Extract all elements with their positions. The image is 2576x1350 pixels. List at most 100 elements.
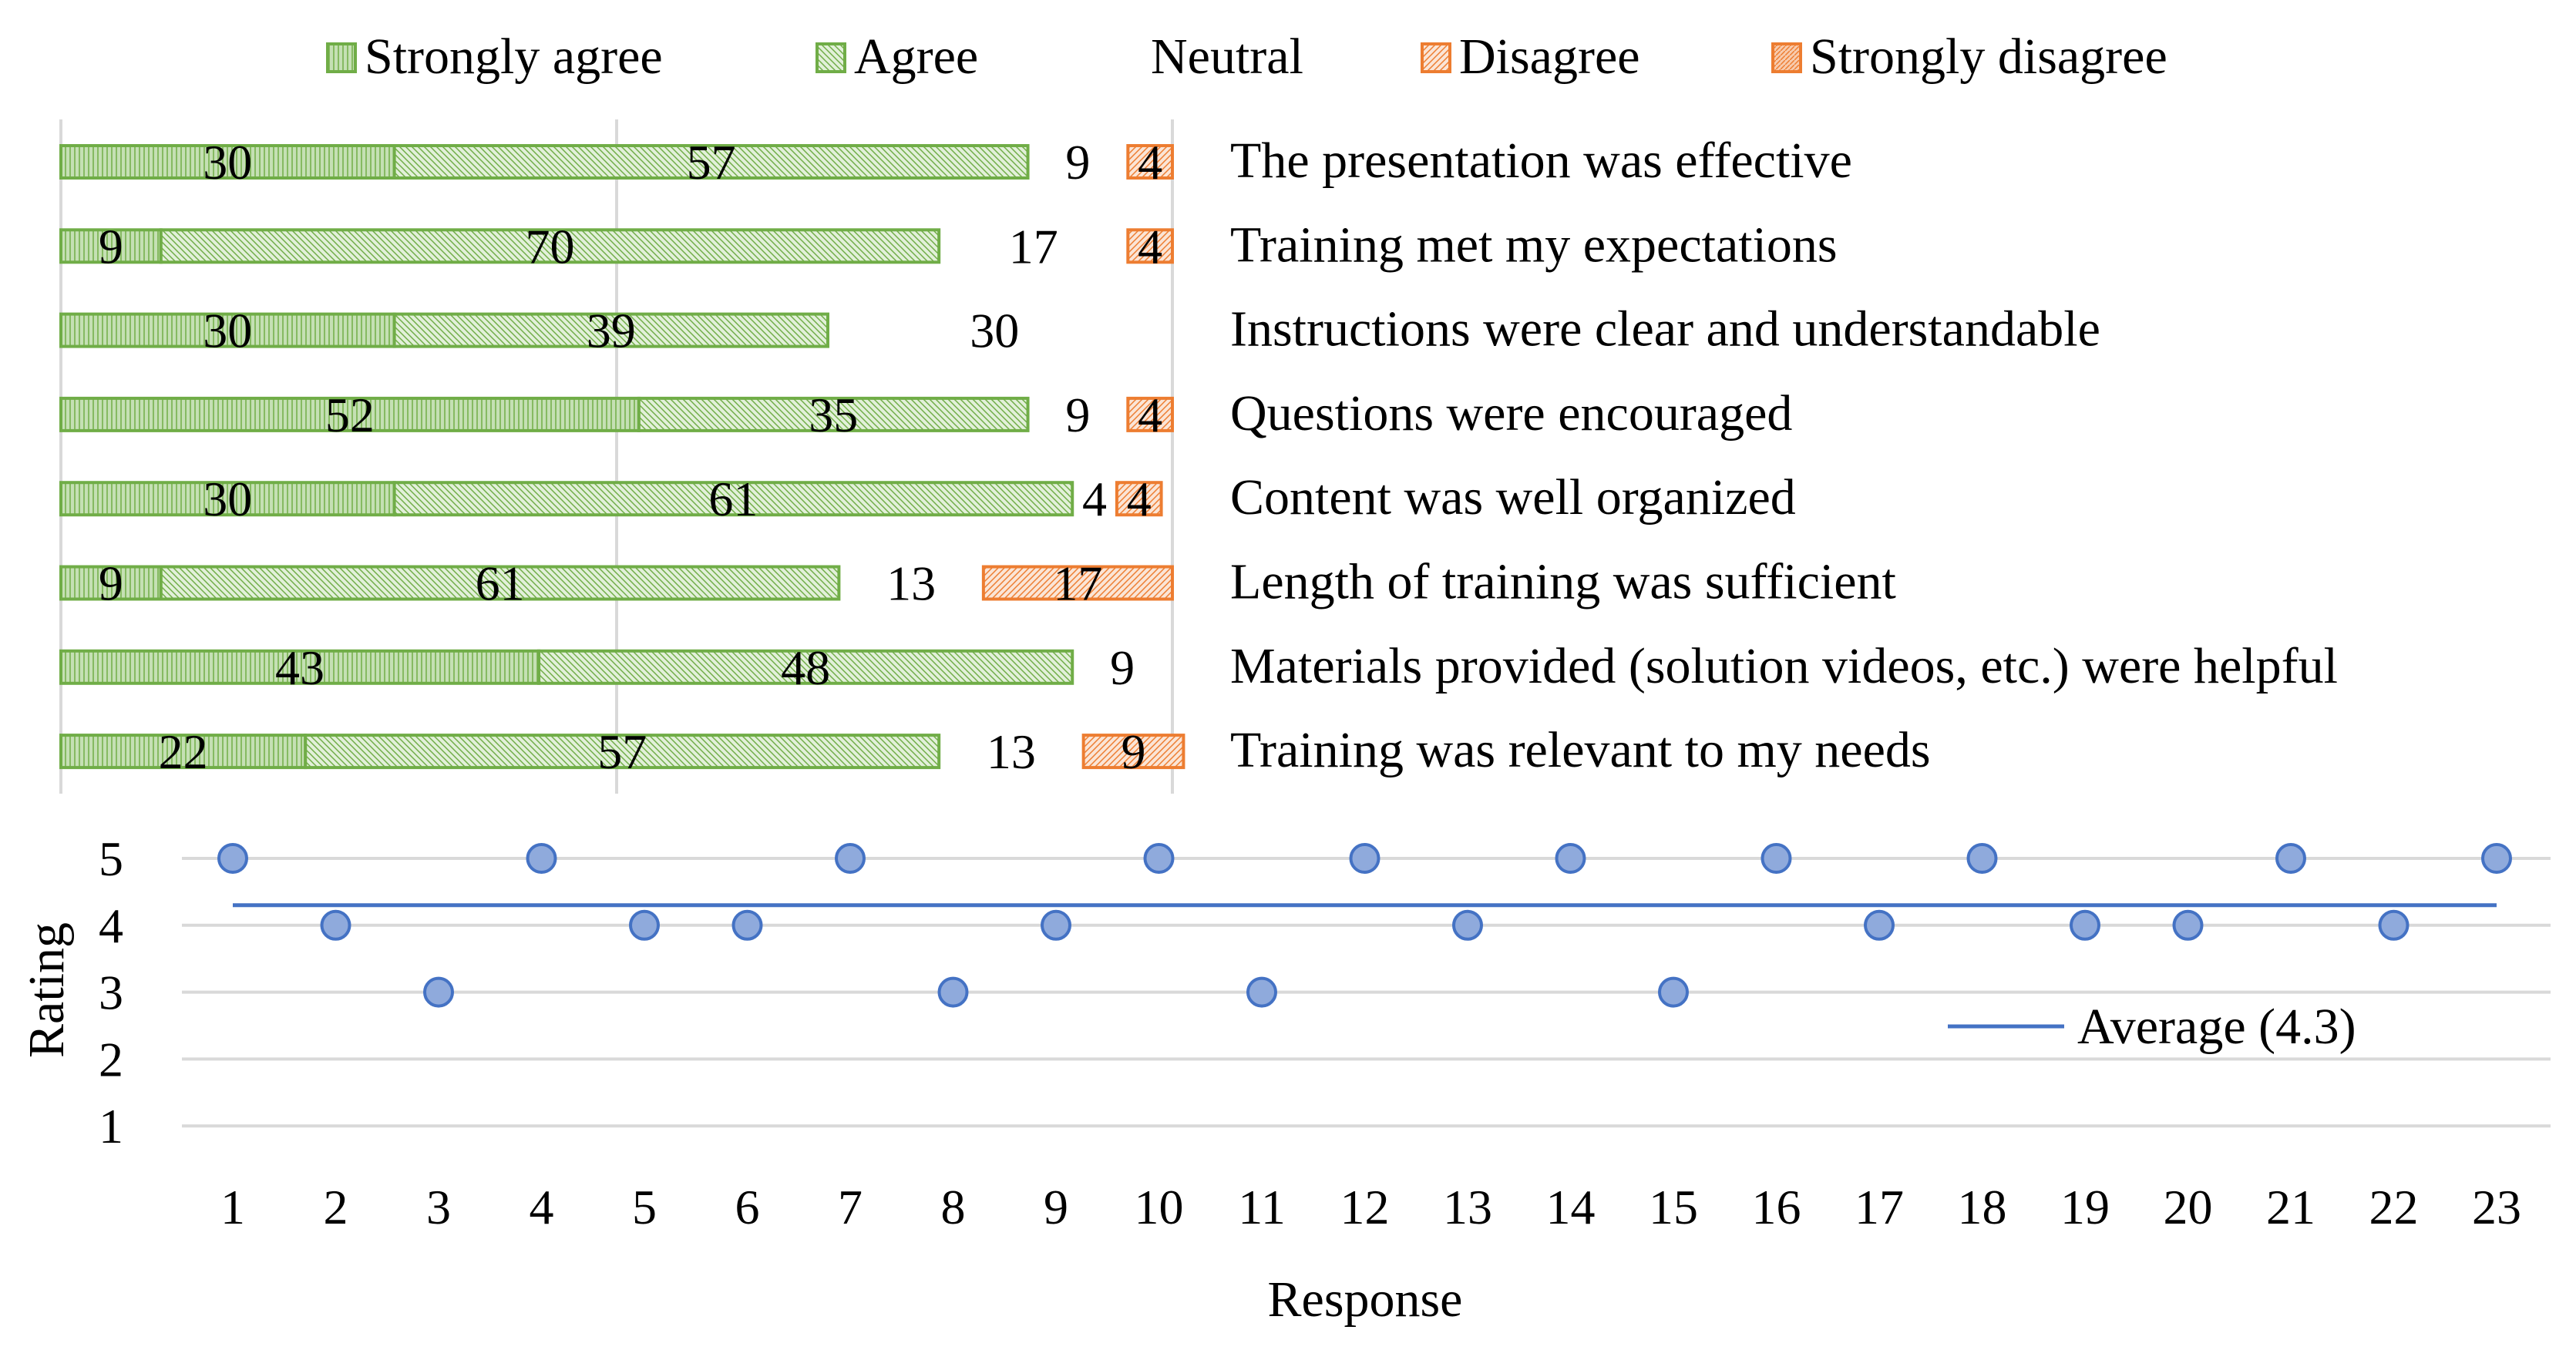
bar-data-label: 70 xyxy=(525,219,574,274)
bar-data-label: 9 xyxy=(1065,135,1090,190)
bar-data-label: 30 xyxy=(203,304,252,358)
bar-data-label: 61 xyxy=(476,556,525,611)
x-tick-label: 23 xyxy=(2472,1180,2521,1234)
x-tick-label: 11 xyxy=(1238,1180,1286,1234)
bar-segment-disagree xyxy=(1126,144,1174,180)
bar-row: 30 57 9 4 The presentation was effective xyxy=(59,133,1852,190)
x-tick-label: 20 xyxy=(2164,1180,2213,1234)
data-point xyxy=(937,976,969,1008)
y-tick-label: 4 xyxy=(99,898,123,953)
bar-row: 52 35 9 4 Questions were encouraged xyxy=(59,385,1792,442)
bar-data-label: 9 xyxy=(1122,724,1146,779)
data-point xyxy=(423,976,454,1008)
bar-segment-strongly-agree xyxy=(59,565,163,601)
data-point xyxy=(1041,909,1071,941)
bar-segment-disagree xyxy=(1126,228,1174,264)
bar-segment-strongly-agree xyxy=(59,144,396,180)
category-label: Instructions were clear and understandab… xyxy=(1230,301,2100,358)
x-axis-title: Response xyxy=(1268,1271,1463,1328)
bar-data-label: 30 xyxy=(203,472,252,526)
bar-data-label: 48 xyxy=(781,640,830,695)
bar-row: 9 61 13 17 Length of training was sufficient xyxy=(59,554,1896,611)
data-point xyxy=(1966,843,1998,874)
y-tick-label: 2 xyxy=(99,1032,123,1086)
bar-segment-disagree xyxy=(981,565,1174,601)
bar-data-label: 4 xyxy=(1138,219,1162,274)
bar-data-label: 9 xyxy=(99,219,123,274)
bar-row: 9 70 17 4 Training met my expectations xyxy=(59,217,1838,274)
category-label: The presentation was effective xyxy=(1230,133,1852,189)
data-point xyxy=(1864,909,1895,941)
x-tick-label: 17 xyxy=(1855,1180,1904,1234)
legend-swatch xyxy=(1421,42,1451,73)
data-point xyxy=(1658,976,1689,1008)
legend-label: Disagree xyxy=(1459,29,1640,85)
bar-data-label: 9 xyxy=(99,556,123,611)
bar-data-label: 39 xyxy=(587,304,636,358)
bar-segment-agree xyxy=(159,228,941,264)
bar-data-label: 57 xyxy=(597,724,647,779)
bar-data-label: 52 xyxy=(325,388,375,442)
bar-segment-strongly-agree xyxy=(59,649,541,685)
data-point xyxy=(1349,843,1380,874)
bar-segment-disagree xyxy=(1126,396,1174,432)
x-tick-label: 9 xyxy=(1044,1180,1068,1234)
y-tick-label: 3 xyxy=(99,965,123,1020)
x-tick-label: 4 xyxy=(530,1180,554,1234)
bar-data-label: 9 xyxy=(1110,640,1135,695)
data-point xyxy=(629,909,660,941)
bar-data-label: 30 xyxy=(203,135,252,190)
bar-segment-agree xyxy=(392,481,1074,517)
y-axis-title: Rating xyxy=(18,922,75,1058)
data-point xyxy=(1760,843,1792,874)
bar-row: 30 39 30 Instructions were clear and unders… xyxy=(59,301,2100,358)
data-point xyxy=(2481,843,2512,874)
x-tick-label: 19 xyxy=(2060,1180,2110,1234)
category-label: Materials provided (solution videos, etc… xyxy=(1230,638,2338,694)
x-tick-label: 13 xyxy=(1443,1180,1492,1234)
legend-swatch xyxy=(816,42,846,73)
x-tick-label: 5 xyxy=(632,1180,657,1234)
bar-data-label: 13 xyxy=(987,724,1036,779)
data-point xyxy=(320,909,351,941)
data-point xyxy=(1143,843,1175,874)
y-tick-label: 5 xyxy=(99,831,123,886)
bar-data-label: 4 xyxy=(1082,472,1107,526)
x-tick-label: 18 xyxy=(1958,1180,2007,1234)
data-point xyxy=(731,909,763,941)
category-label: Content was well organized xyxy=(1230,469,1796,526)
x-tick-label: 22 xyxy=(2369,1180,2419,1234)
legend-label: Agree xyxy=(854,29,978,85)
category-label: Length of training was sufficient xyxy=(1230,554,1896,610)
bar-data-label: 35 xyxy=(809,388,858,442)
data-point xyxy=(835,843,866,874)
data-point xyxy=(217,843,248,874)
data-point xyxy=(2172,909,2204,941)
bar-data-label: 13 xyxy=(886,556,936,611)
bar-data-label: 9 xyxy=(1065,388,1090,442)
bar-data-label: 30 xyxy=(970,304,1019,358)
bar-segment-agree xyxy=(392,312,829,348)
data-point xyxy=(2070,909,2100,941)
x-tick-label: 10 xyxy=(1135,1180,1184,1234)
bar-row: 30 61 4 4 Content was well organized xyxy=(59,469,1796,526)
bar-segment-agree xyxy=(304,734,941,770)
x-tick-label: 16 xyxy=(1752,1180,1801,1234)
bar-data-label: 17 xyxy=(1053,556,1102,611)
bar-data-label: 57 xyxy=(687,135,736,190)
bar-legend: Strongly agree Agree Neutral Disagree Strong… xyxy=(326,29,2167,85)
bar-row: 22 57 13 9 Training was relevant to my needs xyxy=(59,722,1931,779)
x-tick-label: 8 xyxy=(941,1180,966,1234)
y-tick-label: 1 xyxy=(99,1099,123,1154)
bar-data-label: 61 xyxy=(708,472,758,526)
data-point xyxy=(526,843,557,874)
bar-gridlines xyxy=(59,119,1174,794)
legend-label: Strongly agree xyxy=(365,29,663,85)
x-tick-label: 14 xyxy=(1546,1180,1596,1234)
data-point xyxy=(2275,843,2306,874)
data-point xyxy=(1452,909,1483,941)
bar-segment-agree xyxy=(637,396,1030,432)
x-tick-label: 7 xyxy=(838,1180,863,1234)
